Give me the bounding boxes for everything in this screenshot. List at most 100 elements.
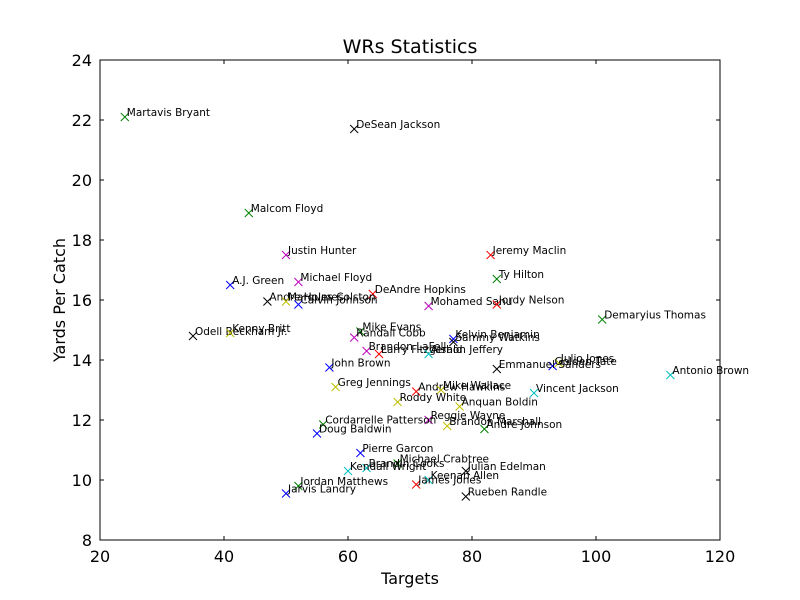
x-marker bbox=[281, 250, 291, 260]
data-point: Jordan Matthews bbox=[294, 476, 388, 491]
x-marker bbox=[461, 492, 471, 501]
chart-title: WRs Statistics bbox=[343, 36, 478, 58]
point-label: Larry Fitzgerald bbox=[381, 344, 463, 356]
x-marker bbox=[554, 358, 564, 368]
y-axis-label: Yards Per Catch bbox=[50, 238, 69, 363]
x-marker bbox=[393, 397, 402, 407]
x-tick-label: 60 bbox=[338, 547, 358, 566]
x-marker bbox=[312, 429, 322, 438]
point-label: Odell Beckham Jr. bbox=[195, 326, 288, 338]
data-point: Alshon Jeffery bbox=[424, 344, 503, 359]
point-label: Ty Hilton bbox=[498, 269, 544, 281]
point-label: Antonio Brown bbox=[672, 365, 749, 377]
point-label: Jordan Matthews bbox=[299, 476, 388, 488]
data-point: Antonio Brown bbox=[666, 365, 749, 380]
x-marker bbox=[411, 480, 421, 489]
y-tick-label: 12 bbox=[72, 411, 92, 430]
data-point: Brandon LaFell bbox=[362, 341, 447, 356]
data-point: Roddy White bbox=[393, 392, 466, 407]
y-tick-label: 18 bbox=[72, 231, 92, 250]
point-label: Andre Holmes bbox=[269, 292, 343, 304]
x-marker bbox=[486, 250, 495, 260]
y-tick-label: 8 bbox=[82, 531, 92, 550]
x-marker bbox=[331, 382, 340, 392]
point-label: Martavis Bryant bbox=[127, 107, 210, 119]
data-point: Reggie Wayne bbox=[424, 410, 506, 425]
data-point: Brandin Cooks bbox=[362, 458, 445, 473]
data-point: Randall Cobb bbox=[349, 328, 426, 342]
point-label: Doug Baldwin bbox=[319, 424, 392, 436]
x-marker bbox=[294, 481, 303, 491]
x-marker bbox=[368, 289, 378, 299]
x-axis-label: Targets bbox=[380, 569, 439, 588]
point-label: Kelvin Benjamin bbox=[455, 329, 539, 341]
data-point: Marques Colston bbox=[281, 292, 376, 306]
point-label: Michael Crabtree bbox=[400, 454, 489, 466]
data-point: Doug Baldwin bbox=[312, 424, 392, 438]
plot-area: Martavis Bryant DeSean Jackson Malcom Floy… bbox=[120, 107, 749, 501]
data-point: Michael Floyd bbox=[294, 272, 372, 287]
data-point: Martavis Bryant bbox=[120, 107, 210, 122]
x-marker bbox=[188, 331, 198, 341]
x-marker bbox=[349, 124, 359, 134]
x-marker bbox=[424, 475, 433, 485]
data-point: A.J. Green bbox=[225, 275, 284, 290]
point-label: Mike Wallace bbox=[443, 380, 511, 392]
x-tick-label: 120 bbox=[705, 547, 736, 566]
point-label: Brandon LaFell bbox=[369, 341, 447, 353]
x-marker bbox=[424, 301, 433, 311]
point-label: Malcom Floyd bbox=[251, 203, 323, 215]
data-point: Mohamed Sanu bbox=[424, 296, 513, 311]
point-label: Greg Jennings bbox=[338, 377, 411, 389]
data-point: Brandon Marshall bbox=[442, 416, 541, 431]
point-label: Andre Johnson bbox=[486, 419, 562, 431]
data-point: Justin Hunter bbox=[281, 245, 357, 260]
data-point: James Jones bbox=[411, 475, 481, 489]
point-label: A.J. Green bbox=[232, 275, 284, 287]
data-point: Jeremy Maclin bbox=[486, 245, 566, 260]
point-label: Emmanuel Sanders bbox=[499, 359, 601, 371]
data-point: Larry Fitzgerald bbox=[374, 344, 463, 359]
x-marker bbox=[548, 361, 557, 371]
data-point: Keenan Allen bbox=[424, 470, 499, 485]
point-label: DeAndre Hopkins bbox=[375, 284, 466, 296]
point-label: Jordy Nelson bbox=[498, 295, 565, 307]
data-point: John Brown bbox=[325, 358, 391, 372]
x-tick-label: 80 bbox=[462, 547, 482, 566]
data-point: Ty Hilton bbox=[492, 269, 544, 284]
y-tick-label: 20 bbox=[72, 171, 92, 190]
x-marker bbox=[424, 349, 433, 359]
point-label: James Jones bbox=[417, 475, 481, 487]
point-label: Michael Floyd bbox=[300, 272, 372, 284]
point-label: Jarvis Landry bbox=[287, 484, 356, 496]
y-tick-label: 16 bbox=[72, 291, 92, 310]
x-marker bbox=[492, 300, 502, 309]
data-point: Malcom Floyd bbox=[244, 203, 323, 218]
point-label: Mohamed Sanu bbox=[431, 296, 513, 308]
point-label: Marques Colston bbox=[288, 292, 376, 304]
x-marker bbox=[356, 448, 365, 458]
point-label: Vincent Jackson bbox=[536, 383, 619, 395]
data-point: Greg Jennings bbox=[331, 377, 411, 392]
data-point: Demaryius Thomas bbox=[597, 310, 706, 324]
point-label: Demaryius Thomas bbox=[604, 310, 706, 322]
x-marker bbox=[263, 297, 272, 306]
data-point: Anquan Boldin bbox=[455, 397, 538, 411]
point-label: Reggie Wayne bbox=[431, 410, 506, 422]
x-marker bbox=[294, 277, 303, 287]
x-marker bbox=[374, 349, 384, 359]
data-point: Mike Wallace bbox=[436, 380, 511, 395]
x-marker bbox=[225, 328, 235, 338]
x-marker bbox=[480, 424, 489, 434]
x-marker bbox=[318, 420, 328, 429]
point-label: DeSean Jackson bbox=[356, 119, 440, 131]
x-marker bbox=[449, 334, 458, 344]
point-label: John Brown bbox=[330, 358, 390, 370]
data-point: Kendall Wright bbox=[343, 461, 426, 476]
point-label: Golden Tate bbox=[555, 356, 617, 368]
point-label: Alshon Jeffery bbox=[431, 344, 503, 356]
data-point: Julio Jones bbox=[554, 353, 614, 368]
x-marker bbox=[455, 402, 464, 411]
